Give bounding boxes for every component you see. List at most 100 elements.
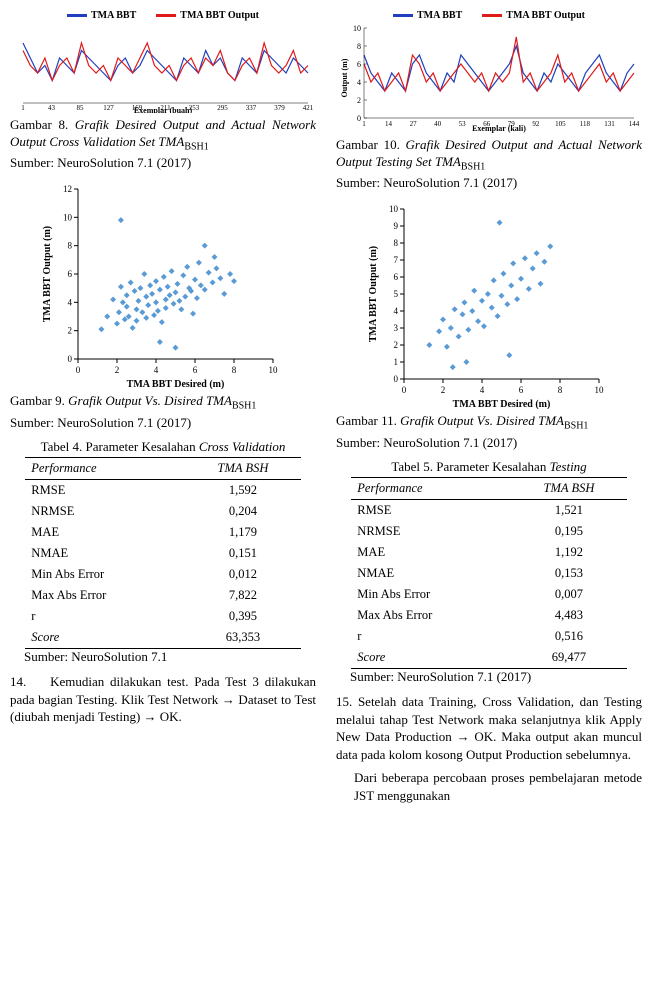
table5-title: Tabel 5. Parameter Kesalahan Testing	[336, 459, 642, 475]
fig10-ylabel: Output (m)	[340, 58, 349, 97]
svg-text:10: 10	[389, 204, 399, 214]
table-row: RMSE1,592	[25, 480, 300, 502]
svg-text:4: 4	[68, 298, 73, 308]
svg-text:7: 7	[394, 255, 399, 265]
table4-title-b: Cross Validation	[199, 439, 286, 454]
body-right-text: Setelah data Training, Cross Validation,…	[336, 694, 642, 762]
legend-label-blue-r: TMA BBT	[417, 10, 462, 21]
left-column: TMA BBT TMA BBT Output 14385127169211253…	[10, 10, 316, 804]
legend-item-red-r: TMA BBT Output	[482, 10, 585, 21]
caption11-text: Grafik Output Vs. Disired TMA	[400, 413, 564, 428]
caption10-label: Gambar 10.	[336, 137, 406, 152]
caption8-sub: BSH1	[184, 141, 208, 152]
svg-text:3: 3	[394, 323, 399, 333]
legend-label-red-r: TMA BBT Output	[506, 10, 585, 21]
source-fig9: Sumber: NeuroSolution 7.1 (2017)	[10, 415, 316, 431]
svg-text:8: 8	[558, 385, 563, 395]
right-column: TMA BBT TMA BBT Output 0246810 114274053…	[336, 10, 642, 804]
svg-text:2: 2	[115, 365, 120, 375]
body-right: 15. Setelah data Training, Cross Validat…	[336, 693, 642, 763]
svg-text:40: 40	[434, 120, 442, 128]
svg-text:6: 6	[193, 365, 198, 375]
svg-text:0: 0	[394, 374, 399, 384]
svg-text:4: 4	[394, 306, 399, 316]
caption9-sub: BSH1	[232, 401, 256, 412]
source-fig8: Sumber: NeuroSolution 7.1 (2017)	[10, 155, 316, 171]
caption-fig9: Gambar 9. Grafik Output Vs. Disired TMAB…	[10, 393, 316, 413]
svg-text:6: 6	[357, 60, 361, 69]
svg-text:1: 1	[394, 357, 399, 367]
source-t5-text: Sumber: NeuroSolution 7.1 (2017)	[350, 669, 531, 684]
source10-text: Sumber: NeuroSolution 7.1 (2017)	[336, 175, 517, 190]
table-row: Max Abs Error7,822	[25, 585, 300, 606]
body-right-text2: Dari beberapa percobaan proses pembelaja…	[354, 770, 642, 803]
svg-text:8: 8	[394, 238, 399, 248]
svg-text:5: 5	[394, 289, 399, 299]
table-row: NMAE0,153	[351, 563, 626, 584]
two-column-layout: TMA BBT TMA BBT Output 14385127169211253…	[10, 10, 642, 804]
caption11-label: Gambar 11.	[336, 413, 400, 428]
svg-text:4: 4	[154, 365, 159, 375]
svg-text:12: 12	[63, 184, 72, 194]
svg-text:TMA BBT Output (m): TMA BBT Output (m)	[42, 226, 53, 322]
table-5: Performance TMA BSH RMSE1,521NRMSE0,195M…	[351, 477, 626, 669]
svg-text:8: 8	[68, 241, 73, 251]
table-row: Score69,477	[351, 647, 626, 669]
legend-fig8: TMA BBT TMA BBT Output	[10, 10, 316, 21]
svg-text:0: 0	[76, 365, 81, 375]
svg-text:6: 6	[68, 269, 73, 279]
table-row: Min Abs Error0,012	[25, 564, 300, 585]
svg-text:379: 379	[274, 104, 285, 112]
table-row: Max Abs Error4,483	[351, 605, 626, 626]
svg-text:337: 337	[246, 104, 257, 112]
t4-head-val: TMA BSH	[185, 458, 300, 480]
svg-text:2: 2	[394, 340, 399, 350]
t5-head-perf: Performance	[351, 478, 511, 500]
svg-text:10: 10	[63, 213, 73, 223]
svg-text:0: 0	[68, 354, 73, 364]
svg-text:43: 43	[48, 104, 56, 112]
legend-label-blue: TMA BBT	[91, 10, 136, 21]
table4-title: Tabel 4. Parameter Kesalahan Cross Valid…	[10, 439, 316, 455]
svg-text:85: 85	[77, 104, 85, 112]
table4-title-a: Tabel 4. Parameter Kesalahan	[41, 439, 199, 454]
caption9-text: Grafik Output Vs. Disired TMA	[68, 393, 232, 408]
legend-label-red: TMA BBT Output	[180, 10, 259, 21]
svg-text:6: 6	[519, 385, 524, 395]
caption-fig10: Gambar 10. Grafik Desired Output and Act…	[336, 137, 642, 173]
svg-text:8: 8	[357, 42, 361, 51]
legend-fig10: TMA BBT TMA BBT Output	[336, 10, 642, 21]
svg-text:TMA BBT Desired (m): TMA BBT Desired (m)	[453, 399, 551, 409]
table-row: NRMSE0,204	[25, 501, 300, 522]
table-row: Score63,353	[25, 627, 300, 649]
legend-swatch-blue-r	[393, 14, 413, 17]
svg-text:14: 14	[385, 120, 393, 128]
table-row: r0,516	[351, 626, 626, 647]
svg-text:127: 127	[103, 104, 114, 112]
svg-text:6: 6	[394, 272, 399, 282]
source9-text: Sumber: NeuroSolution 7.1 (2017)	[10, 415, 191, 430]
svg-text:92: 92	[532, 120, 540, 128]
table-row: RMSE1,521	[351, 500, 626, 522]
t4-head-perf: Performance	[25, 458, 185, 480]
body-left-num: 14.	[10, 674, 26, 689]
caption-fig11: Gambar 11. Grafik Output Vs. Disired TMA…	[336, 413, 642, 433]
svg-text:4: 4	[480, 385, 485, 395]
svg-text:1: 1	[21, 104, 25, 112]
svg-text:1: 1	[362, 120, 366, 128]
table-row: Min Abs Error0,007	[351, 584, 626, 605]
source-fig11: Sumber: NeuroSolution 7.1 (2017)	[336, 435, 642, 451]
caption11-sub: BSH1	[564, 421, 588, 432]
legend-item-blue-r: TMA BBT	[393, 10, 462, 21]
svg-text:0: 0	[357, 114, 361, 123]
source11-text: Sumber: NeuroSolution 7.1 (2017)	[336, 435, 517, 450]
svg-text:131: 131	[604, 120, 615, 128]
table5-title-a: Tabel 5. Parameter Kesalahan	[391, 459, 549, 474]
legend-swatch-blue	[67, 14, 87, 17]
svg-text:9: 9	[394, 221, 399, 231]
fig8-xlabel: Exemplar (buah)	[134, 106, 193, 113]
source-t4-text: Sumber: NeuroSolution 7.1	[24, 649, 167, 664]
source-fig10: Sumber: NeuroSolution 7.1 (2017)	[336, 175, 642, 191]
svg-text:295: 295	[217, 104, 228, 112]
svg-text:27: 27	[410, 120, 418, 128]
